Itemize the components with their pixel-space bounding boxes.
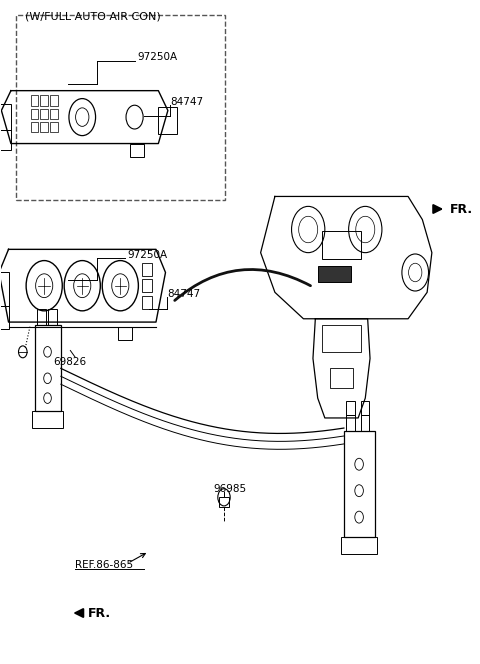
Bar [341, 537, 377, 554]
Bar [118, 327, 132, 340]
Bar [48, 309, 57, 325]
Bar [142, 279, 152, 292]
Text: FR.: FR. [88, 606, 111, 620]
Bar [323, 325, 360, 352]
Bar [142, 295, 152, 309]
Bar [37, 309, 46, 325]
Text: 84747: 84747 [167, 289, 200, 299]
Text: 69826: 69826 [53, 357, 86, 367]
Bar [16, 15, 225, 200]
Bar [32, 411, 63, 428]
Bar [0, 305, 9, 329]
Text: 97250A: 97250A [137, 52, 177, 62]
Text: FR.: FR. [449, 203, 473, 216]
Text: REF.86-865: REF.86-865 [75, 560, 133, 570]
Bar [31, 108, 38, 119]
Bar [31, 95, 38, 106]
Bar [130, 143, 144, 157]
Bar [346, 414, 355, 431]
Bar [330, 369, 353, 388]
Bar [40, 108, 48, 119]
Bar [50, 108, 58, 119]
Bar [344, 431, 375, 537]
Text: 97250A: 97250A [128, 250, 168, 260]
Bar [50, 122, 58, 132]
Bar [158, 107, 178, 133]
Bar [346, 402, 355, 414]
Bar [0, 104, 11, 130]
Bar [40, 122, 48, 132]
Bar [31, 122, 38, 132]
Bar [360, 402, 369, 414]
Bar [35, 325, 61, 411]
Bar [0, 130, 11, 150]
Text: 96985: 96985 [213, 484, 246, 495]
Bar [318, 266, 351, 282]
Text: (W/FULL AUTO AIR CON): (W/FULL AUTO AIR CON) [25, 11, 161, 21]
Bar [360, 414, 369, 431]
Bar [50, 95, 58, 106]
Text: 84747: 84747 [170, 97, 204, 107]
Bar [219, 497, 229, 507]
Bar [323, 232, 360, 259]
Bar [142, 262, 152, 276]
Bar [40, 95, 48, 106]
Bar [0, 272, 9, 305]
